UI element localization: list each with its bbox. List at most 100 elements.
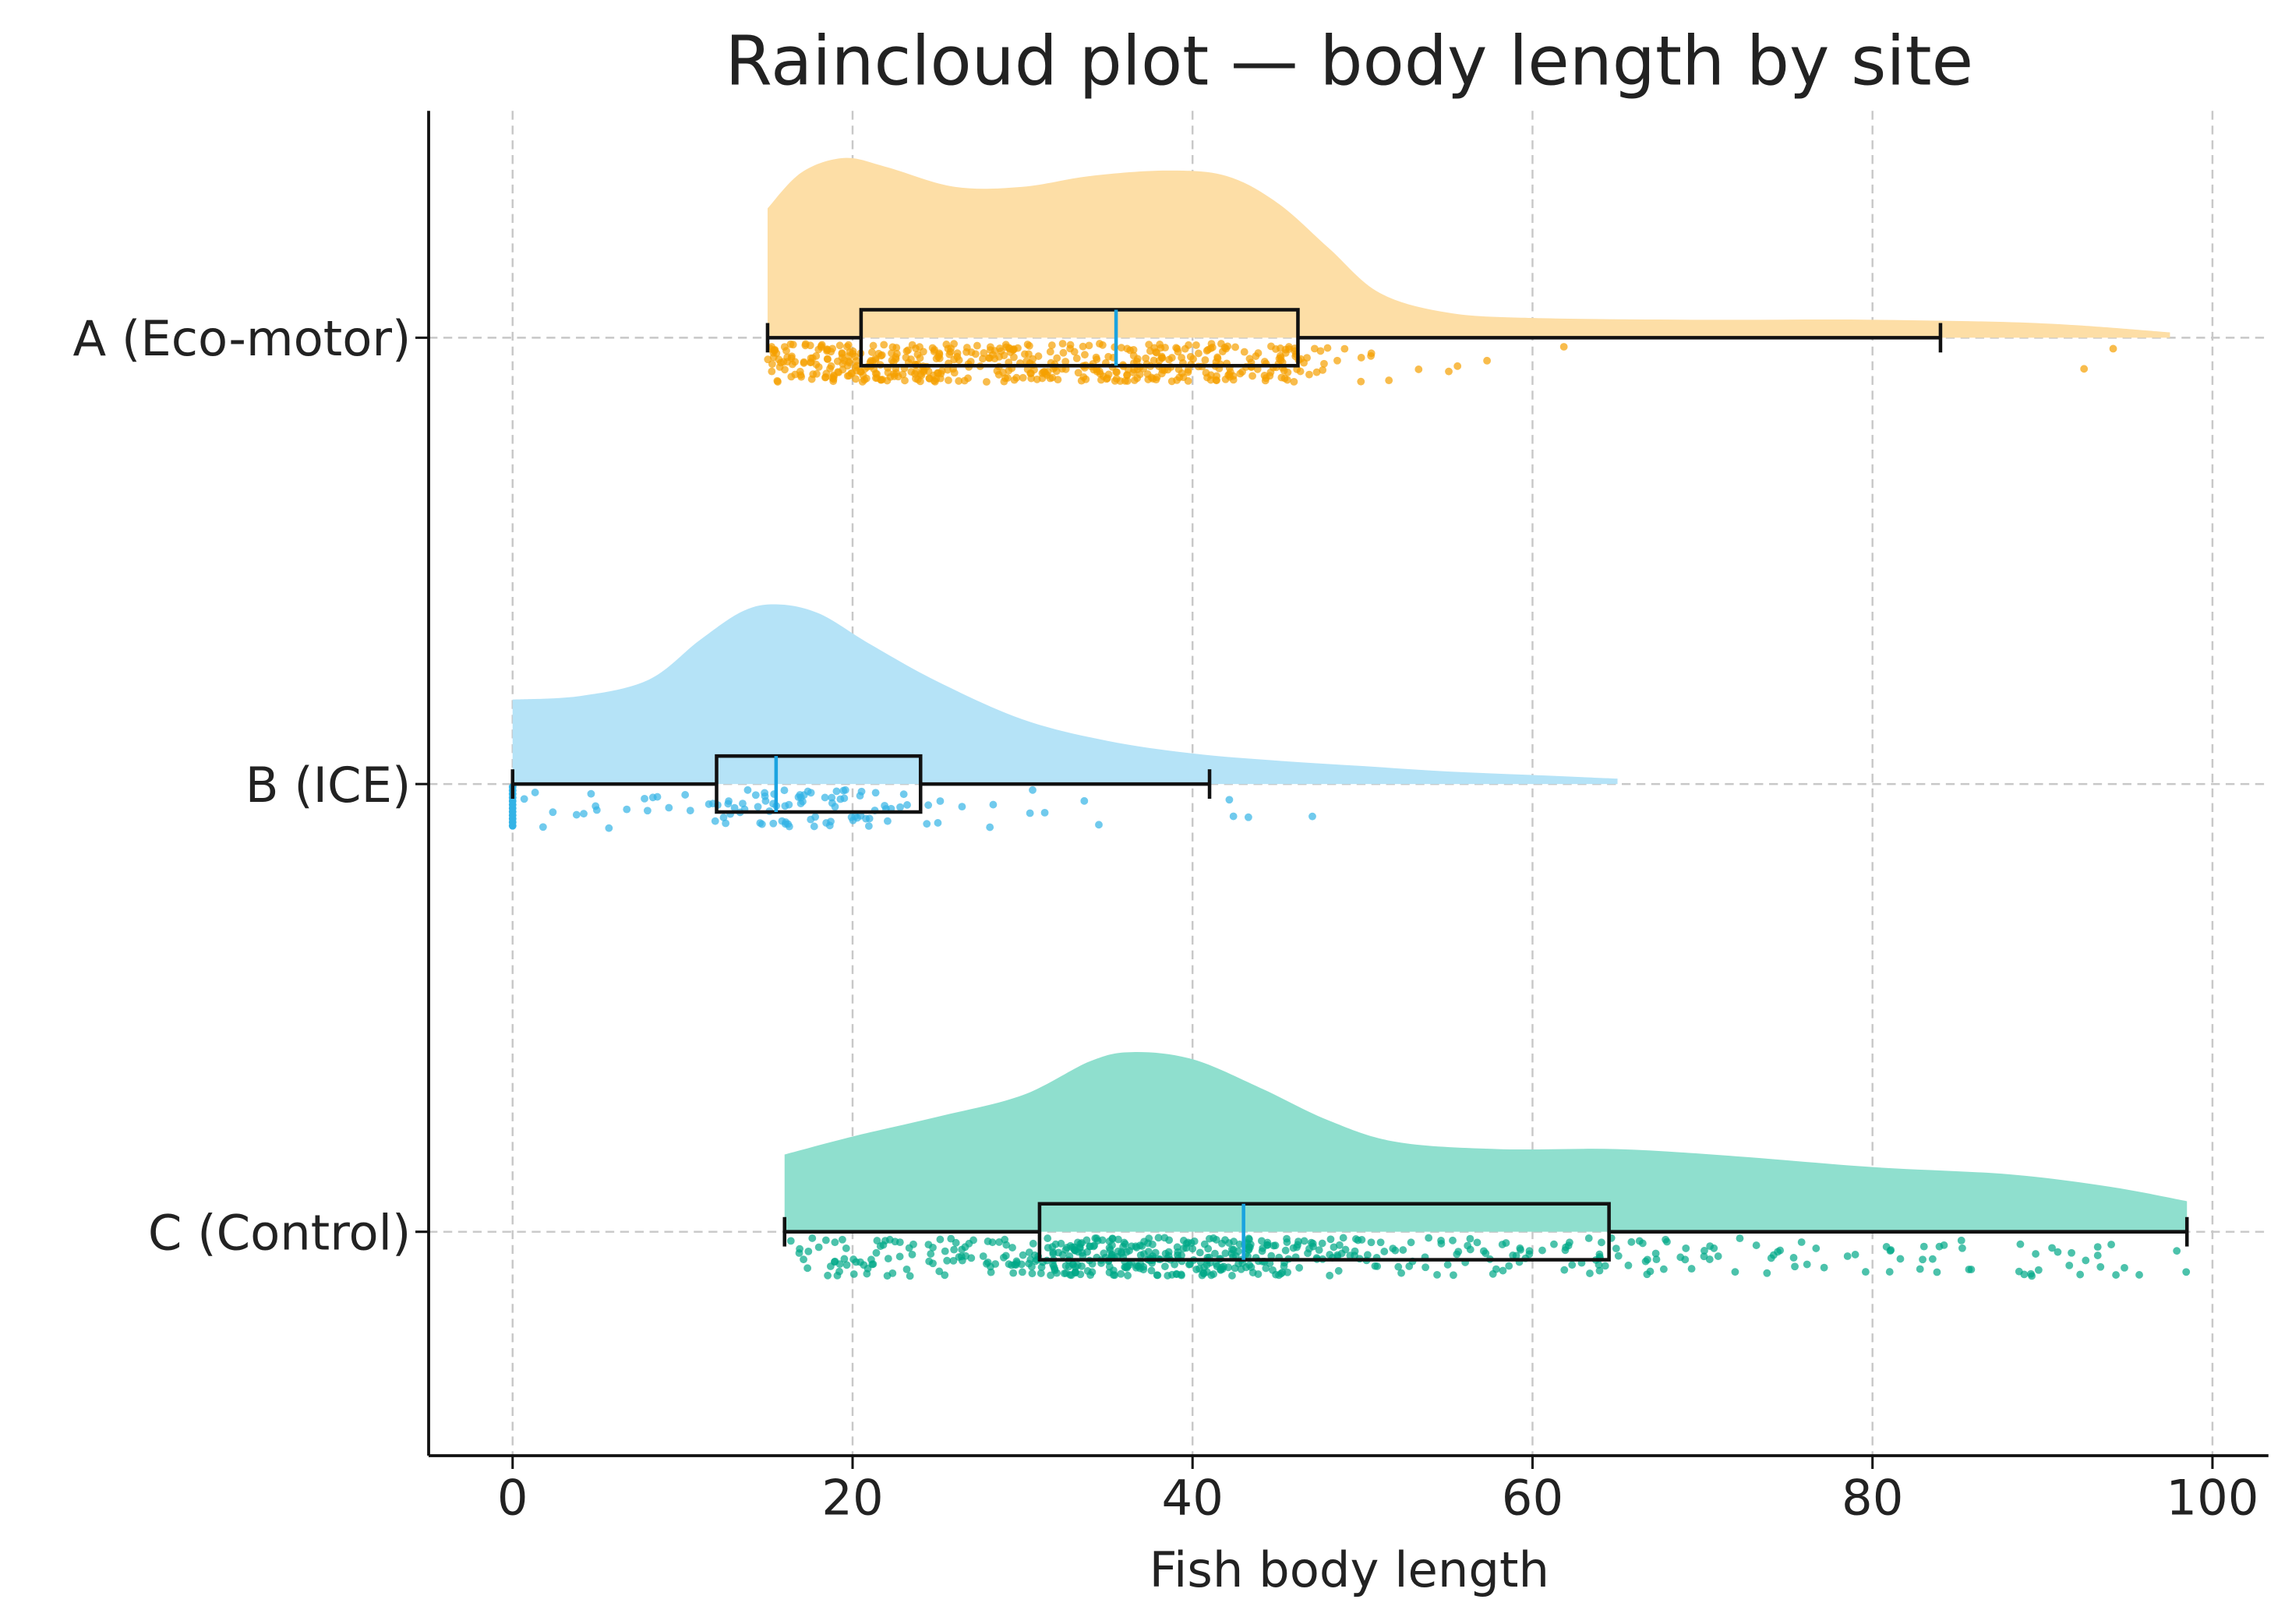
rain-point [934, 819, 942, 827]
rain-point [1142, 354, 1150, 362]
rain-point [1192, 341, 1200, 349]
rain-point [2065, 1261, 2074, 1269]
rain-point [941, 1271, 949, 1280]
rain-point [1029, 355, 1037, 363]
x-tick-label: 20 [821, 1470, 883, 1527]
x-tick-label: 60 [1502, 1470, 1563, 1527]
rain-point [754, 803, 762, 811]
rain-point [1149, 375, 1157, 383]
rain-point [1560, 1266, 1569, 1274]
rain-point [1164, 1272, 1172, 1280]
rain-point [1433, 1270, 1441, 1279]
rain-point [962, 1252, 970, 1260]
rain-point [1145, 1234, 1153, 1243]
rain-point [1030, 1251, 1039, 1259]
rain-point [1235, 1240, 1244, 1248]
rain-point [1763, 1269, 1771, 1277]
rain-point [1199, 1269, 1208, 1278]
rain-point [1407, 1238, 1415, 1247]
rain-point [781, 802, 789, 810]
rain-point [1213, 355, 1222, 362]
rain-point [1367, 351, 1376, 360]
rain-point [1550, 1240, 1558, 1248]
rain-point [814, 1243, 823, 1252]
rain-point [1059, 348, 1068, 357]
rain-point [884, 817, 892, 825]
rain-point [1357, 354, 1365, 362]
rain-point [804, 1247, 813, 1255]
rain-point [1651, 1249, 1660, 1258]
rain-point [1341, 1245, 1350, 1254]
rain-point [1204, 1244, 1213, 1253]
rain-point [1234, 1259, 1243, 1268]
rain-point [856, 792, 864, 800]
rain-point [1213, 1262, 1221, 1270]
rain-point [1037, 1269, 1045, 1277]
rain-point [1512, 1252, 1520, 1260]
rain-point [1967, 1266, 1976, 1273]
rain-point [1330, 1243, 1338, 1252]
rain-point [1443, 1261, 1452, 1269]
rain-point [824, 1271, 832, 1280]
rain-point [711, 817, 719, 825]
iqr-box [1037, 1202, 1611, 1262]
rain-point [1267, 342, 1275, 351]
rain-point [1158, 354, 1167, 362]
rain-point [1053, 354, 1061, 362]
rain-point [936, 1235, 945, 1244]
rain-point [1206, 376, 1215, 384]
rain-point [2054, 1248, 2062, 1256]
rain-point [821, 793, 829, 802]
rain-point [1019, 373, 1027, 382]
rain-point [943, 1256, 952, 1265]
rain-point [852, 375, 860, 383]
rain-point [947, 344, 955, 352]
rain-point [1896, 1255, 1905, 1263]
rain-point [830, 1258, 839, 1266]
rain-point [868, 1260, 877, 1269]
rain-point [889, 358, 898, 366]
rain-point [1935, 1242, 1944, 1251]
rain-point [987, 1262, 994, 1271]
rain-point [1001, 1235, 1009, 1244]
rain-point [2015, 1267, 2023, 1276]
rain-point [924, 801, 933, 810]
rain-point [1048, 1243, 1057, 1251]
rain-point [1489, 1269, 1497, 1278]
rain-point [932, 375, 941, 383]
rain-point [1843, 1252, 1852, 1260]
rain-point [925, 375, 934, 383]
rain-point [869, 341, 878, 350]
rain-point [2048, 1244, 2056, 1252]
rain-point [1085, 341, 1093, 350]
rain-point [1114, 1235, 1122, 1244]
rain-point [828, 793, 836, 802]
rain-point [1146, 347, 1154, 355]
rain-point [1916, 1265, 1924, 1273]
rain-point [1652, 1255, 1661, 1264]
rain-point [1595, 1250, 1604, 1259]
rain-point [839, 786, 848, 795]
rain-point [847, 369, 856, 377]
rain-point [1225, 1239, 1234, 1247]
rain-point [840, 1255, 849, 1263]
rain-point [934, 369, 941, 377]
rain-point [1153, 1271, 1161, 1280]
rain-point [930, 348, 938, 355]
rain-point [580, 810, 588, 818]
rain-point [1054, 1248, 1063, 1257]
rain-point [1186, 352, 1195, 361]
rain-point [901, 376, 909, 385]
rain-point [1627, 1237, 1636, 1246]
rain-point [743, 786, 752, 794]
rain-point [1391, 1246, 1400, 1255]
rain-point [1797, 1238, 1806, 1246]
rain-point [1380, 1248, 1389, 1255]
rain-point [883, 376, 892, 385]
rain-point [872, 1248, 881, 1257]
rain-point [1957, 1236, 1965, 1244]
rain-point [803, 787, 812, 796]
rain-point [1498, 1241, 1506, 1248]
rain-point [839, 1235, 846, 1244]
